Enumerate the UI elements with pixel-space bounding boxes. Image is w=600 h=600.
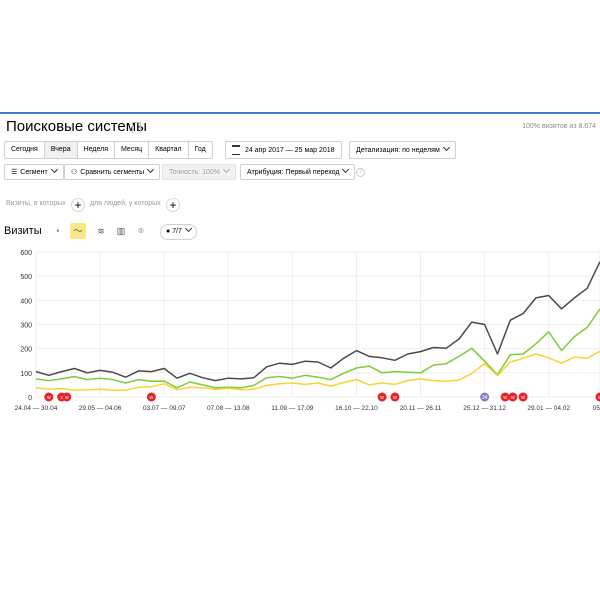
x-tick-label: 25.12 — 31.12 [463, 405, 506, 412]
help-icon[interactable]: ? [356, 168, 365, 177]
event-marker [390, 392, 400, 402]
y-tick-label: 0 [28, 395, 32, 402]
compare-icon: ⚇ [71, 169, 78, 176]
x-tick-label: 11.09 — 17.09 [271, 405, 314, 412]
compare-label: Сравнить сегменты [80, 169, 145, 176]
tab-quarter[interactable]: Квартал [149, 142, 189, 158]
segment-icon: ☰ [11, 169, 18, 176]
event-marker [377, 392, 387, 402]
series-icon: ● [166, 228, 171, 235]
event-marker-label: w [511, 395, 515, 401]
bookmark-icon[interactable] [132, 122, 141, 133]
calendar-icon [232, 145, 240, 156]
detail-dropdown[interactable]: Детализация: по неделям [349, 141, 456, 159]
x-tick-label: 29.05 — 04.06 [79, 405, 122, 412]
accuracy-label: Точность: 100% [169, 169, 221, 176]
series-selector[interactable]: ● 7/7 [160, 224, 197, 240]
stacked-area-icon[interactable]: ≋ [97, 226, 105, 236]
chevron-down-icon [442, 143, 450, 152]
period-tabs: Сегодня Вчера Неделя Месяц Квартал Год [4, 141, 213, 159]
event-marker [500, 392, 510, 402]
segment-button[interactable]: ☰ Сегмент [4, 164, 64, 180]
bar-chart-icon[interactable]: ▥ [116, 226, 126, 236]
event-marker [518, 392, 528, 402]
x-tick-label: 03.07 — 09.07 [143, 405, 186, 412]
page-title: Поисковые системы [6, 118, 147, 135]
chevron-down-icon [147, 165, 155, 174]
y-tick-label: 200 [20, 347, 32, 354]
y-tick-label: 400 [20, 298, 32, 305]
event-marker-label: w [521, 395, 525, 401]
event-marker-label: w [47, 395, 51, 401]
x-tick-label: 07.08 — 13.08 [207, 405, 250, 412]
series-line-0 [35, 261, 600, 382]
people-condition-label: для людей, у которых [90, 200, 161, 207]
attribution-dropdown[interactable]: Атрибуция: Первый переход [240, 164, 356, 180]
visits-line-chart: 0 100 200 300 400 500 600 24.04 — 30.04 29.05 — … [15, 250, 600, 412]
chart-title: Визиты [4, 225, 42, 237]
y-tick-label: 300 [20, 323, 32, 330]
x-tick-label: 24.04 — 30.04 [15, 405, 58, 412]
chevron-down-icon [184, 224, 192, 233]
visits-condition-label: Визиты, в которых [6, 200, 66, 207]
chevron-down-icon [50, 165, 58, 174]
tab-week[interactable]: Неделя [78, 142, 116, 158]
tab-year[interactable]: Год [194, 146, 206, 153]
x-tick-label: 05 [593, 405, 600, 412]
event-marker-label: w [393, 395, 397, 401]
event-marker-label: w [503, 395, 507, 401]
tab-yesterday[interactable]: Вчера [44, 142, 78, 158]
x-tick-label: 16.10 — 22.10 [335, 405, 378, 412]
chevron-down-icon [222, 165, 231, 174]
pie-chart-icon[interactable]: ◔ [54, 226, 60, 236]
event-marker-label: w [380, 395, 384, 401]
event-marker-label: w [598, 395, 600, 401]
event-marker [595, 392, 600, 402]
map-pin-icon[interactable]: ⌾ [138, 226, 144, 236]
event-marker-label: w [150, 395, 154, 401]
x-tick-label: 29.01 — 04.02 [527, 405, 570, 412]
chevron-down-icon [342, 165, 350, 174]
accuracy-dropdown[interactable]: Точность: 100% [162, 164, 237, 180]
event-marker [62, 392, 72, 402]
tab-today[interactable]: Сегодня [5, 142, 45, 158]
compare-segments-button[interactable]: ⚇ Сравнить сегменты [64, 164, 161, 180]
event-marker-label: s [60, 395, 63, 401]
attribution-label: Атрибуция: Первый переход [247, 169, 340, 176]
visits-percentage-note: 100% визитов из 8.674 [522, 123, 596, 130]
segment-label: Сегмент [20, 169, 48, 176]
date-range-picker[interactable]: 24 апр 2017 — 25 мар 2018 [225, 141, 342, 159]
series-count: 7/7 [172, 228, 182, 235]
event-marker-label: 34 [482, 395, 488, 401]
detail-label: Детализация: по неделям [356, 147, 440, 154]
y-tick-label: 500 [20, 274, 32, 281]
x-tick-label: 20.11 — 26.11 [400, 405, 442, 412]
line-chart-icon[interactable]: 〜 [70, 223, 86, 239]
event-marker [44, 392, 54, 402]
event-marker [508, 392, 518, 402]
date-range-label: 24 апр 2017 — 25 мар 2018 [245, 147, 335, 154]
series-line-1 [35, 308, 600, 389]
tab-month[interactable]: Месяц [115, 142, 150, 158]
event-marker [146, 392, 156, 402]
add-visit-condition-button[interactable]: + [71, 198, 85, 212]
y-tick-label: 600 [20, 250, 32, 257]
add-people-condition-button[interactable]: + [166, 198, 180, 212]
top-accent-line [0, 112, 600, 114]
series-line-2 [35, 350, 600, 391]
event-marker [480, 392, 490, 402]
event-marker-label: w [65, 395, 69, 401]
y-tick-label: 100 [20, 371, 32, 378]
